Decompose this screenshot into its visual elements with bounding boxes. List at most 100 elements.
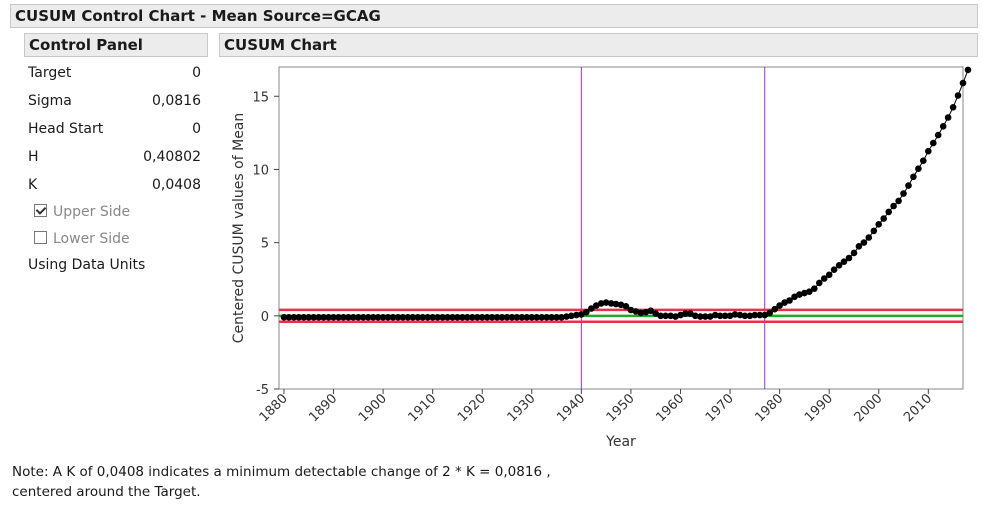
data-point [369, 314, 377, 321]
data-point [870, 227, 878, 235]
data-point [761, 311, 768, 319]
data-point [340, 314, 347, 321]
x-tick-label: 1930 [505, 391, 539, 425]
data-point [816, 279, 823, 287]
data-point [384, 314, 392, 321]
data-point [592, 302, 600, 309]
param-label: K [28, 177, 38, 193]
checkbox-checked-icon[interactable] [34, 204, 47, 217]
data-point [404, 314, 412, 321]
data-point [280, 314, 288, 321]
param-value[interactable]: 0,40802 [143, 149, 201, 165]
param-value[interactable]: 0 [192, 65, 201, 81]
y-tick-label: 15 [252, 90, 269, 105]
control-panel-title[interactable]: Control Panel [24, 33, 208, 57]
data-point [711, 311, 719, 319]
note-text: Note: A K of 0,0408 indicates a minimum … [12, 464, 551, 500]
x-tick-label: 1950 [604, 391, 638, 425]
data-point [900, 190, 907, 197]
data-point [751, 311, 759, 319]
data-point [731, 311, 739, 318]
data-point [295, 314, 303, 321]
upper-side-checkbox[interactable]: Upper Side [34, 202, 130, 222]
param-k: K 0,0408 [28, 175, 201, 195]
units-label: Using Data Units [28, 257, 146, 273]
y-tick-label: 5 [261, 237, 269, 252]
data-point [360, 314, 367, 321]
data-point [905, 182, 912, 189]
upper-side-label: Upper Side [53, 204, 131, 220]
window-title: CUSUM Control Chart - Mean Source=GCAG [10, 4, 978, 28]
data-point [880, 215, 887, 222]
data-point [726, 312, 734, 320]
data-point [647, 307, 654, 315]
param-label: H [28, 149, 39, 165]
y-tick-label: 10 [252, 163, 269, 178]
x-tick-label: 1910 [405, 391, 439, 425]
x-tick-label: 2000 [852, 391, 886, 425]
data-point [627, 306, 635, 314]
data-point [667, 312, 674, 320]
data-point [518, 314, 526, 321]
data-point [825, 271, 833, 279]
data-point [820, 275, 828, 282]
data-point [483, 314, 491, 321]
param-label: Head Start [28, 121, 104, 137]
data-point [478, 314, 486, 321]
data-point [345, 314, 352, 321]
data-point [568, 312, 575, 320]
data-point [930, 139, 937, 147]
data-point [736, 311, 744, 319]
lower-side-checkbox[interactable]: Lower Side [34, 229, 130, 249]
data-point [409, 314, 417, 321]
data-point [835, 262, 843, 269]
data-point [954, 92, 962, 99]
data-point [513, 314, 521, 321]
data-point [721, 312, 729, 320]
data-point [934, 131, 942, 139]
data-point [920, 157, 927, 164]
cusum-chart-title[interactable]: CUSUM Chart [219, 33, 978, 57]
data-point [553, 314, 560, 321]
data-point [330, 314, 337, 321]
data-point [860, 239, 868, 246]
data-point [355, 314, 362, 321]
data-point [588, 305, 595, 312]
data-point [543, 314, 550, 321]
data-point [845, 254, 853, 262]
data-point [350, 314, 357, 321]
data-point [498, 314, 506, 321]
data-point [290, 314, 298, 321]
data-point [583, 308, 590, 316]
data-point [558, 314, 565, 321]
data-point [617, 301, 625, 309]
param-value[interactable]: 0,0816 [152, 93, 201, 109]
param-value[interactable]: 0 [192, 121, 201, 137]
x-tick-label: 1960 [653, 391, 687, 425]
data-point [959, 79, 967, 87]
data-point [389, 314, 397, 321]
data-point [533, 314, 540, 321]
param-h: H 0,40802 [28, 147, 201, 167]
data-point [796, 291, 803, 298]
y-tick-label: 0 [261, 310, 269, 325]
data-point [706, 313, 714, 320]
data-point [434, 314, 441, 321]
data-point [697, 313, 704, 320]
x-tick-label: 1940 [554, 391, 588, 425]
data-point [855, 243, 863, 250]
param-label: Sigma [28, 93, 72, 109]
x-tick-label: 1980 [752, 391, 786, 425]
data-point [875, 221, 882, 228]
data-point [806, 288, 813, 296]
data-point [424, 314, 432, 321]
lower-side-label: Lower Side [53, 231, 130, 247]
param-head-start: Head Start 0 [28, 119, 201, 139]
checkbox-unchecked-icon[interactable] [34, 231, 47, 244]
plot-area [278, 66, 964, 390]
param-value[interactable]: 0,0408 [152, 177, 201, 193]
data-point [850, 249, 858, 257]
data-point [488, 314, 496, 321]
data-point [429, 314, 437, 321]
